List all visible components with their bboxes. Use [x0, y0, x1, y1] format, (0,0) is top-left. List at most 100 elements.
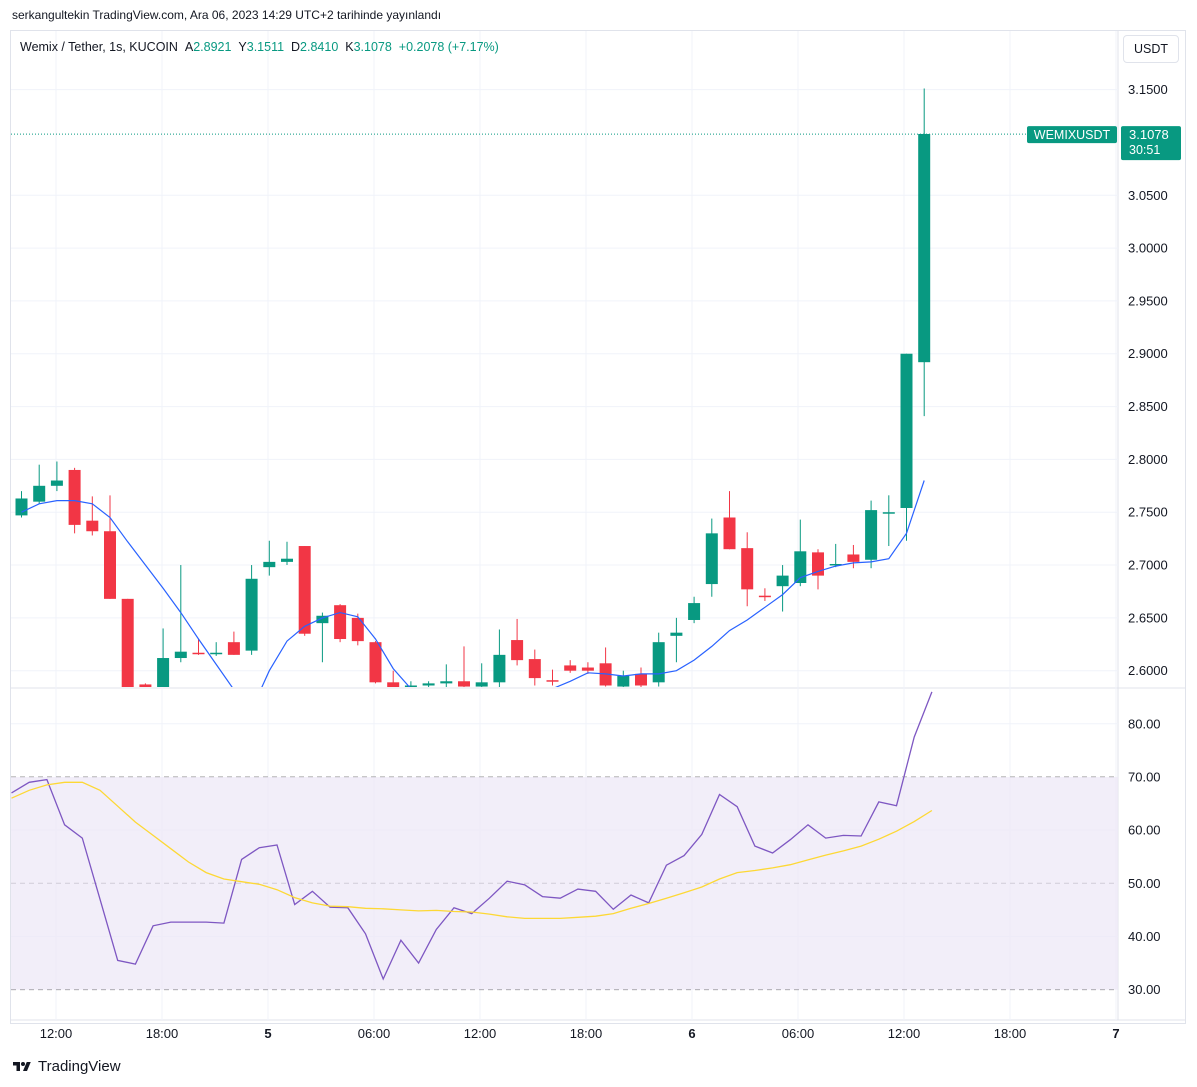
candle[interactable] — [475, 663, 488, 689]
candle-body — [528, 659, 541, 679]
candle-body — [192, 652, 205, 655]
candle[interactable] — [882, 495, 895, 547]
candle[interactable] — [245, 565, 258, 655]
price-tick-label: 2.8500 — [1128, 399, 1168, 414]
candle[interactable] — [387, 670, 400, 695]
candle-body — [829, 563, 842, 566]
candle[interactable] — [351, 613, 364, 646]
candle[interactable] — [334, 604, 347, 643]
candle-body — [705, 533, 718, 585]
candle[interactable] — [404, 681, 417, 692]
candle[interactable] — [210, 642, 223, 656]
candle[interactable] — [528, 649, 541, 686]
candle[interactable] — [227, 631, 240, 655]
candle-body — [493, 654, 506, 683]
candle-body — [157, 658, 170, 687]
candle-body — [86, 520, 99, 532]
candle[interactable] — [369, 641, 382, 684]
candle[interactable] — [812, 549, 824, 590]
rsi-tick-label: 80.00 — [1128, 716, 1161, 731]
candle-body — [440, 681, 453, 684]
candle[interactable] — [581, 662, 594, 674]
candle[interactable] — [918, 88, 931, 417]
candle[interactable] — [104, 495, 116, 599]
candle[interactable] — [440, 664, 453, 691]
candle[interactable] — [599, 647, 612, 687]
price-tick-label: 2.8000 — [1128, 452, 1168, 467]
candle[interactable] — [741, 532, 754, 607]
candle[interactable] — [33, 464, 46, 504]
candle[interactable] — [121, 598, 134, 713]
candle[interactable] — [705, 518, 718, 597]
candle[interactable] — [617, 670, 630, 689]
candle-body — [652, 642, 665, 683]
candle[interactable] — [758, 588, 771, 601]
candle[interactable] — [458, 646, 470, 691]
price-tag — [1121, 126, 1181, 161]
price-tick-label: 2.9000 — [1128, 346, 1168, 361]
candle[interactable] — [865, 500, 878, 569]
candle-body — [281, 558, 293, 562]
rsi-tick-label: 70.00 — [1128, 769, 1161, 784]
time-tick-label: 18:00 — [146, 1026, 179, 1041]
legend-close: 3.1078 — [353, 40, 392, 54]
legend-high: 3.1511 — [246, 40, 285, 54]
candle-body — [865, 510, 878, 560]
legend-change: +0.2078 (+7.17%) — [398, 40, 499, 54]
candle-body — [670, 632, 683, 636]
candle-body — [15, 498, 28, 516]
rsi-tick-label: 30.00 — [1128, 982, 1161, 997]
candle[interactable] — [546, 669, 559, 686]
rsi-line — [11, 691, 933, 981]
candle-body — [617, 675, 630, 687]
candle-body — [387, 682, 400, 687]
candle-body — [475, 682, 488, 687]
candle[interactable] — [422, 681, 435, 692]
price-tick-label: 2.7000 — [1128, 558, 1168, 573]
currency-button[interactable]: USDT — [1123, 35, 1179, 63]
candle[interactable] — [688, 596, 701, 624]
chart-frame[interactable] — [10, 30, 1186, 1024]
candle[interactable] — [263, 540, 276, 576]
symbol-tag — [1027, 126, 1117, 144]
rsi-band — [11, 776, 1118, 990]
candle-body — [723, 517, 736, 550]
time-tick-label: 12:00 — [40, 1026, 73, 1041]
candle[interactable] — [493, 629, 506, 688]
candle-body — [68, 469, 81, 525]
candle-body — [511, 640, 524, 661]
candle[interactable] — [564, 660, 577, 673]
candle[interactable] — [50, 461, 63, 492]
candle[interactable] — [298, 546, 311, 636]
time-tick-label: 5 — [264, 1026, 271, 1041]
time-tick-label: 06:00 — [782, 1026, 815, 1041]
candle[interactable] — [635, 667, 647, 688]
candle[interactable] — [670, 617, 683, 663]
candle[interactable] — [776, 565, 789, 612]
candle-body — [227, 642, 240, 655]
candle[interactable] — [15, 491, 28, 518]
candle-body — [882, 512, 895, 514]
candle[interactable] — [281, 541, 293, 566]
candle[interactable] — [316, 612, 329, 663]
candle[interactable] — [192, 639, 205, 655]
candle-body — [900, 353, 913, 508]
rsi-tick-label: 60.00 — [1128, 823, 1161, 838]
price-tick-label: 2.9500 — [1128, 293, 1168, 308]
candle-body — [351, 617, 364, 642]
candle[interactable] — [511, 618, 524, 666]
candle[interactable] — [847, 544, 860, 569]
candle[interactable] — [652, 632, 665, 687]
candle[interactable] — [139, 683, 152, 713]
candle[interactable] — [829, 543, 842, 568]
candle[interactable] — [723, 491, 736, 550]
candle[interactable] — [86, 496, 99, 536]
candle[interactable] — [794, 519, 807, 587]
footer-brand[interactable]: TradingView — [12, 1058, 121, 1075]
legend-open: 2.8921 — [193, 40, 232, 54]
candle[interactable] — [900, 353, 913, 541]
candle-body — [298, 546, 311, 634]
candle-body — [758, 595, 771, 598]
candle[interactable] — [157, 628, 170, 691]
